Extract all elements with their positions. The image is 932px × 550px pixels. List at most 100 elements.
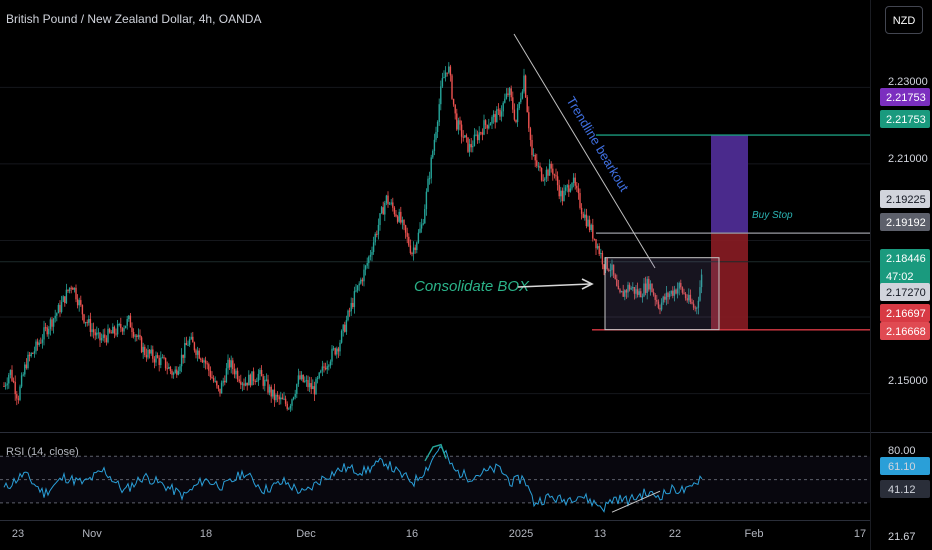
candle-body (150, 349, 152, 354)
candle-body (136, 335, 138, 337)
candle-body (313, 386, 316, 395)
candle-body (579, 193, 581, 208)
candle-body (366, 263, 368, 266)
candle-body (692, 303, 695, 308)
candle-body (456, 113, 458, 130)
price-label-badge[interactable] (880, 283, 930, 301)
consolidation-box[interactable] (604, 257, 720, 331)
candle-body (224, 380, 226, 383)
candle-body (262, 376, 264, 386)
candle-body (249, 374, 252, 386)
candle-body (244, 382, 247, 386)
time-tick-label: Feb (745, 528, 764, 540)
candle-body (3, 385, 5, 387)
candle-body (188, 339, 191, 345)
candle-body (398, 211, 400, 222)
candle-body (451, 75, 453, 99)
candle-body (312, 386, 314, 390)
candle-body (590, 224, 592, 231)
candle-body (534, 154, 536, 161)
candle-body (491, 117, 493, 124)
candle-body (222, 380, 224, 383)
candlestick-series (3, 62, 703, 412)
candle-body (353, 291, 356, 307)
candle-body (470, 144, 472, 148)
candle-body (460, 124, 463, 137)
candle-body (276, 394, 279, 397)
stop-zone[interactable] (711, 233, 748, 330)
candle-body (382, 207, 384, 215)
candle-body (86, 322, 88, 324)
candle-body (603, 264, 605, 270)
price-label-badge[interactable] (880, 110, 930, 128)
currency-button[interactable]: NZD (885, 6, 923, 34)
candle-body (606, 258, 608, 270)
candle-body (435, 131, 437, 140)
target-zone[interactable] (711, 135, 748, 234)
candle-body (48, 328, 50, 335)
risk-reward-tool[interactable] (0, 134, 870, 331)
price-label-badge[interactable] (880, 190, 930, 208)
candle-body (432, 150, 434, 158)
candle-body (580, 207, 583, 214)
candle-body (409, 245, 412, 254)
candle-body (6, 383, 8, 386)
candle-body (497, 109, 500, 111)
trendline[interactable] (513, 33, 656, 269)
candle-body (179, 366, 181, 372)
candle-body (545, 169, 548, 179)
candle-body (540, 168, 543, 181)
candle-body (171, 370, 173, 375)
candle-body (260, 369, 263, 377)
price-label-badge[interactable] (880, 304, 930, 322)
candle-body (225, 368, 228, 383)
candle-body (168, 366, 170, 369)
candle-body (676, 288, 679, 294)
candle-body (467, 137, 469, 152)
candle-body (292, 397, 295, 400)
candle-body (24, 364, 26, 375)
candle-body (638, 291, 640, 295)
candle-body (635, 289, 637, 294)
candle-body (577, 188, 580, 194)
candle-body (632, 287, 634, 289)
candle-body (611, 264, 613, 270)
price-label-text: 2.19225 (886, 194, 926, 206)
candle-body (251, 371, 253, 386)
candle-body (555, 175, 557, 177)
price-label-text: 2.17270 (886, 287, 926, 299)
candle-body (489, 123, 492, 126)
candle-body (665, 292, 668, 300)
candle-body (334, 348, 336, 355)
price-label-badge[interactable] (880, 88, 930, 106)
candle-body (424, 209, 426, 224)
candle-body (46, 327, 48, 335)
price-label-badge[interactable] (880, 322, 930, 340)
candle-body (660, 302, 663, 310)
candle-body (462, 136, 464, 138)
candle-body (128, 315, 130, 320)
candle-body (427, 178, 429, 192)
candle-body (124, 325, 127, 329)
time-axis[interactable]: 23 Nov 18 Dec 16 2025 13 22 Feb 17 (12, 528, 866, 540)
candle-body (662, 296, 664, 303)
candle-body (243, 383, 245, 386)
price-label-text: 2.19192 (886, 217, 926, 229)
candle-body (643, 283, 645, 297)
price-label-badge[interactable] (880, 249, 930, 285)
candle-body (673, 289, 676, 296)
candle-body (388, 203, 391, 205)
candle-body (636, 289, 639, 295)
candle-body (350, 302, 352, 312)
price-axis[interactable]: 2.23000 2.21000 2.15000 2.21753 2.21753 2.192… (880, 76, 930, 543)
price-label-badge[interactable] (880, 213, 930, 231)
candle-body (337, 348, 340, 352)
candle-body (499, 109, 501, 117)
candle-body (297, 375, 300, 385)
candle-body (28, 354, 31, 357)
candle-body (478, 132, 480, 141)
candle-body (176, 369, 178, 375)
candle-body (504, 98, 506, 103)
candle-body (296, 384, 298, 394)
